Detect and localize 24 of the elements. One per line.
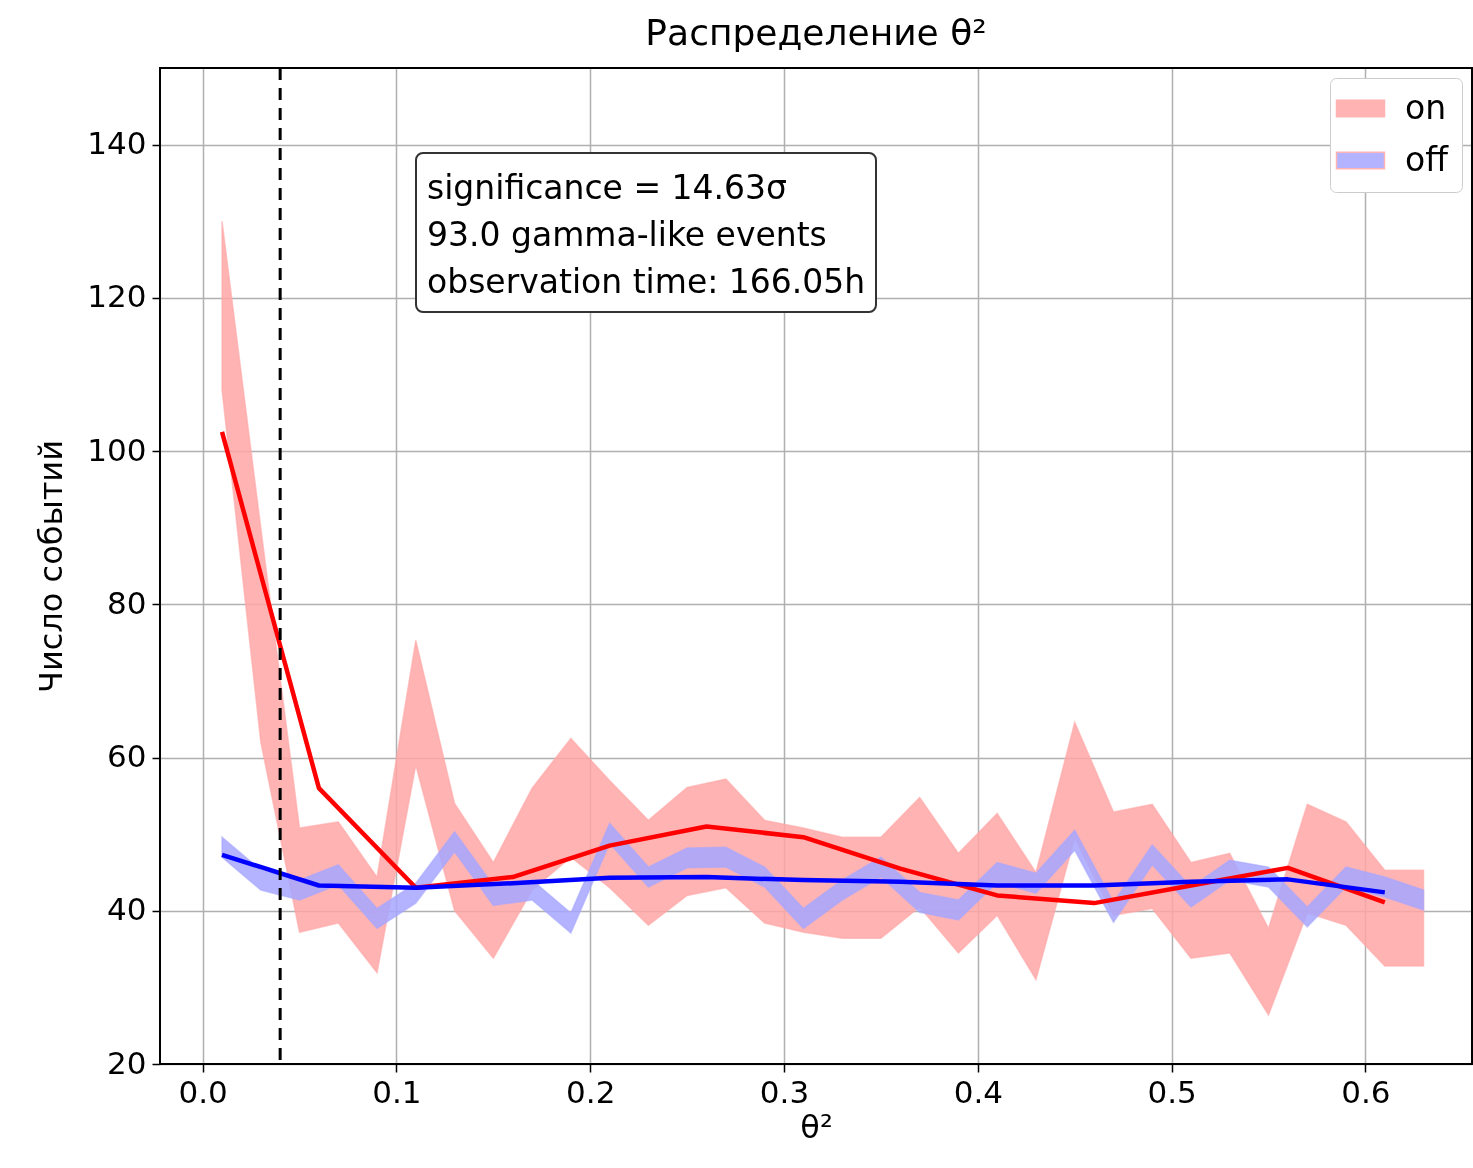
y-axis-title: Число событий <box>32 440 71 693</box>
x-tick-label: 0.4 <box>953 1073 1003 1110</box>
legend-label: on <box>1405 87 1447 127</box>
annotation: 93.0 gamma-like events <box>427 214 828 256</box>
line-series <box>219 852 1388 895</box>
x-tick-label: 0.2 <box>566 1073 616 1110</box>
y-tick-label: 120 <box>87 278 147 315</box>
x-tick-label: 0.1 <box>372 1073 422 1110</box>
x-tick-label: 0.6 <box>1341 1073 1391 1110</box>
y-tick-label: 20 <box>107 1044 147 1081</box>
y-tick-label: 100 <box>87 431 147 468</box>
x-tick-label: 0.3 <box>759 1073 810 1110</box>
x-tick-label: 0.0 <box>178 1073 228 1110</box>
y-tick-label: 40 <box>107 891 147 928</box>
y-tick-label: 140 <box>87 125 147 162</box>
y-tick-label: 80 <box>107 584 147 621</box>
x-axis-title: θ² <box>800 1107 833 1146</box>
annotation: significance = 14.63σ <box>427 167 788 209</box>
line-series <box>219 429 1388 906</box>
legend-label: off <box>1405 139 1450 179</box>
annotation: observation time: 166.05h <box>427 261 866 303</box>
x-tick-label: 0.5 <box>1147 1073 1197 1110</box>
y-tick-label: 60 <box>107 738 147 775</box>
chart-title: Распределение θ² <box>645 11 987 53</box>
